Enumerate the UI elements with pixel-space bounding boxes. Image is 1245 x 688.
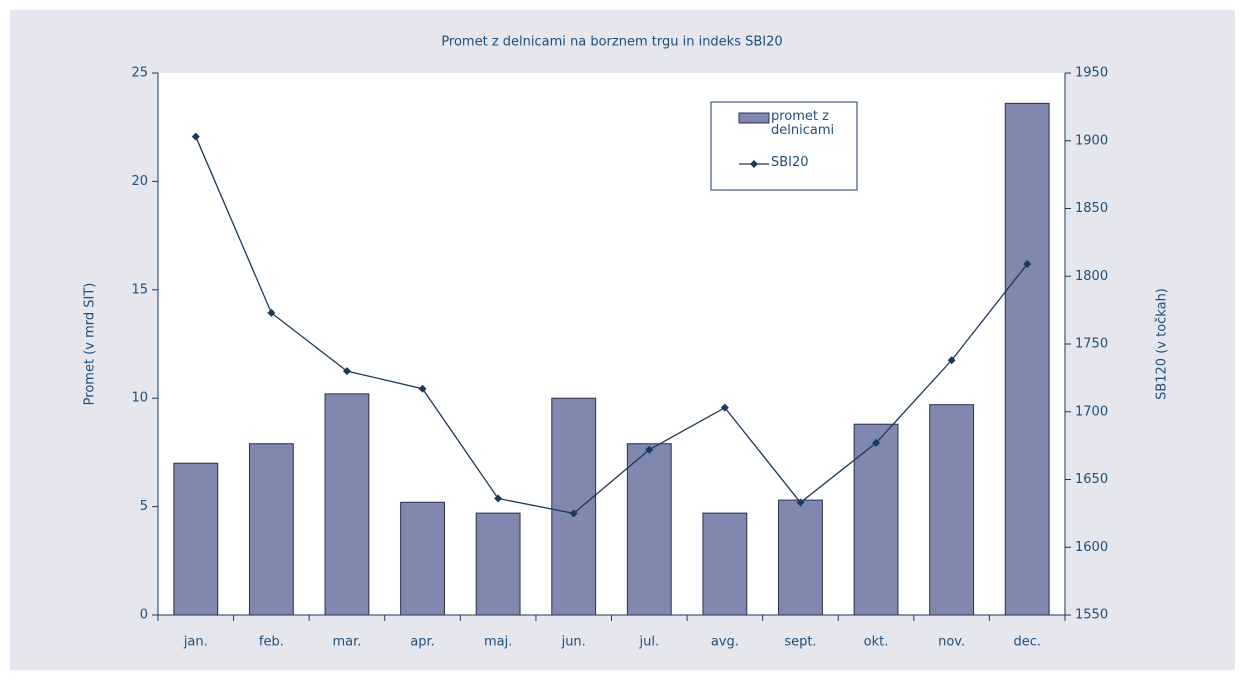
x-tick-label: jul. [638, 635, 659, 650]
legend-label: SBI20 [771, 156, 809, 170]
legend-label: promet z delnicami [771, 110, 835, 138]
marker [645, 445, 654, 454]
x-tick-label: mar. [332, 635, 361, 650]
x-tick-label: maj. [484, 635, 512, 650]
chart-title: Promet z delnicami na borznem trgu in in… [441, 35, 782, 50]
y-tick-label: 10 [131, 391, 148, 406]
x-tick-label: sept. [784, 635, 816, 650]
legend-entry: SBI20 [771, 156, 809, 170]
y2-axis-title: SB120 (v točkah) [1155, 288, 1170, 400]
bar [324, 393, 370, 616]
y2-tick-label: 1850 [1075, 201, 1108, 216]
y2-tick-label: 1950 [1075, 66, 1108, 81]
x-tick-label: jan. [183, 635, 208, 650]
y-tick-label: 20 [131, 174, 148, 189]
y-axis-title: Promet (v mrd SIT) [83, 283, 98, 406]
y-tick-label: 25 [131, 66, 148, 81]
x-tick-label: nov. [938, 635, 965, 650]
x-tick-label: dec. [1013, 635, 1041, 650]
bar [248, 443, 294, 616]
bar [702, 512, 748, 616]
marker [1023, 260, 1032, 269]
bar [778, 499, 823, 616]
y-tick-label: 5 [140, 499, 148, 514]
marker [569, 509, 578, 518]
y2-tick-label: 1750 [1075, 337, 1108, 352]
y2-tick-label: 1550 [1075, 608, 1108, 623]
marker [720, 403, 729, 412]
marker [267, 308, 276, 317]
x-tick-label: avg. [711, 635, 739, 650]
line [195, 136, 1028, 515]
y2-tick-label: 1600 [1075, 540, 1108, 555]
marker [191, 132, 200, 141]
legend-entry: promet z delnicami [771, 110, 835, 138]
marker [342, 367, 351, 376]
bar [929, 404, 975, 616]
y2-tick-label: 1800 [1075, 269, 1108, 284]
x-tick-label: feb. [259, 635, 284, 650]
y2-tick-label: 1900 [1075, 133, 1108, 148]
x-tick-label: okt. [864, 635, 889, 650]
marker [796, 498, 805, 507]
bar [626, 443, 672, 616]
marker [947, 356, 956, 365]
y2-tick-label: 1700 [1075, 404, 1108, 419]
bar [853, 423, 899, 616]
x-tick-label: apr. [410, 635, 435, 650]
bar [551, 397, 597, 616]
x-tick-label: jun. [561, 635, 586, 650]
bar [1004, 102, 1050, 616]
y2-tick-label: 1650 [1075, 472, 1108, 487]
y-tick-label: 15 [131, 282, 148, 297]
marker [494, 494, 503, 503]
bar [173, 462, 219, 616]
marker [872, 438, 881, 447]
legend-marker [750, 160, 758, 168]
plot-area [158, 73, 1065, 615]
legend-box [710, 101, 858, 191]
bar [475, 512, 521, 616]
y-tick-label: 0 [140, 608, 148, 623]
marker [418, 384, 427, 393]
legend-swatch [738, 112, 770, 124]
bar [400, 501, 445, 616]
